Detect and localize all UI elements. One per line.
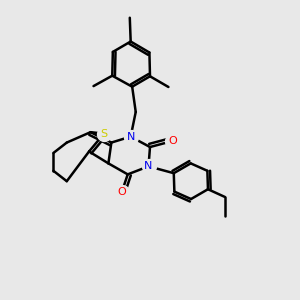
Text: S: S	[100, 129, 107, 139]
Text: O: O	[168, 136, 177, 146]
Text: N: N	[127, 132, 135, 142]
Text: N: N	[144, 161, 153, 171]
Text: O: O	[117, 187, 126, 197]
